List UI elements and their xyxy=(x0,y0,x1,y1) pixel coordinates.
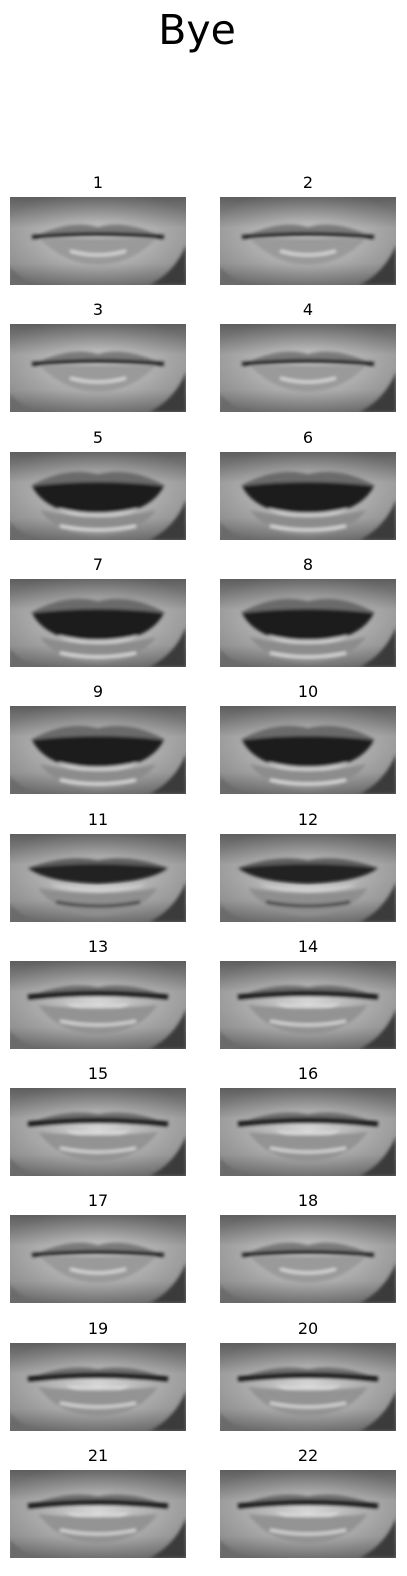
frame-number-label: 1 xyxy=(10,173,186,193)
frame-number-label: 18 xyxy=(220,1191,396,1211)
frame-number-label: 10 xyxy=(220,682,396,702)
frame-cell: 7 xyxy=(10,555,186,667)
frame-number-label: 15 xyxy=(10,1064,186,1084)
lip-frame-image xyxy=(10,579,186,667)
frame-number-label: 8 xyxy=(220,555,396,575)
lip-frame-image xyxy=(10,197,186,285)
frame-number-label: 14 xyxy=(220,937,396,957)
frame-number-label: 19 xyxy=(10,1319,186,1339)
frame-cell: 12 xyxy=(220,810,396,922)
frame-cell: 13 xyxy=(10,937,186,1049)
lip-frame-image xyxy=(220,706,396,794)
frame-number-label: 22 xyxy=(220,1446,396,1466)
lip-frame-image xyxy=(220,579,396,667)
lip-frame-image xyxy=(10,706,186,794)
frame-cell: 11 xyxy=(10,810,186,922)
frame-number-label: 16 xyxy=(220,1064,396,1084)
frame-number-label: 13 xyxy=(10,937,186,957)
lip-frame-image xyxy=(10,1215,186,1303)
lip-frame-image xyxy=(220,197,396,285)
lip-frame-image xyxy=(220,834,396,922)
lip-frame-image xyxy=(220,1215,396,1303)
frame-cell: 4 xyxy=(220,300,396,412)
lip-frame-image xyxy=(220,324,396,412)
frame-number-label: 17 xyxy=(10,1191,186,1211)
frame-cell: 3 xyxy=(10,300,186,412)
lip-frame-image xyxy=(10,1343,186,1431)
lip-frame-image xyxy=(220,1088,396,1176)
lip-frame-image xyxy=(10,452,186,540)
frame-cell: 14 xyxy=(220,937,396,1049)
frame-cell: 22 xyxy=(220,1446,396,1558)
frame-cell: 15 xyxy=(10,1064,186,1176)
frame-cell: 2 xyxy=(220,173,396,285)
frame-number-label: 2 xyxy=(220,173,396,193)
frame-number-label: 5 xyxy=(10,428,186,448)
frame-cell: 10 xyxy=(220,682,396,794)
frame-cell: 17 xyxy=(10,1191,186,1303)
frame-cell: 19 xyxy=(10,1319,186,1431)
frame-number-label: 3 xyxy=(10,300,186,320)
frame-cell: 1 xyxy=(10,173,186,285)
frame-number-label: 11 xyxy=(10,810,186,830)
frame-number-label: 6 xyxy=(220,428,396,448)
lip-frame-image xyxy=(10,834,186,922)
frame-number-label: 4 xyxy=(220,300,396,320)
lip-frame-image xyxy=(10,961,186,1049)
lip-frame-image xyxy=(10,324,186,412)
frame-cell: 20 xyxy=(220,1319,396,1431)
lip-frame-image xyxy=(220,452,396,540)
frame-cell: 18 xyxy=(220,1191,396,1303)
figure-title: Bye xyxy=(0,5,394,55)
lip-frame-image xyxy=(220,1470,396,1558)
lip-frame-image xyxy=(10,1470,186,1558)
frame-number-label: 9 xyxy=(10,682,186,702)
frame-cell: 8 xyxy=(220,555,396,667)
frame-cell: 6 xyxy=(220,428,396,540)
lip-frame-image xyxy=(10,1088,186,1176)
frame-cell: 9 xyxy=(10,682,186,794)
lip-frame-image xyxy=(220,1343,396,1431)
frame-number-label: 12 xyxy=(220,810,396,830)
frame-number-label: 21 xyxy=(10,1446,186,1466)
frame-cell: 21 xyxy=(10,1446,186,1558)
frame-cell: 16 xyxy=(220,1064,396,1176)
frame-number-label: 20 xyxy=(220,1319,396,1339)
lip-frame-image xyxy=(220,961,396,1049)
frame-number-label: 7 xyxy=(10,555,186,575)
frame-cell: 5 xyxy=(10,428,186,540)
